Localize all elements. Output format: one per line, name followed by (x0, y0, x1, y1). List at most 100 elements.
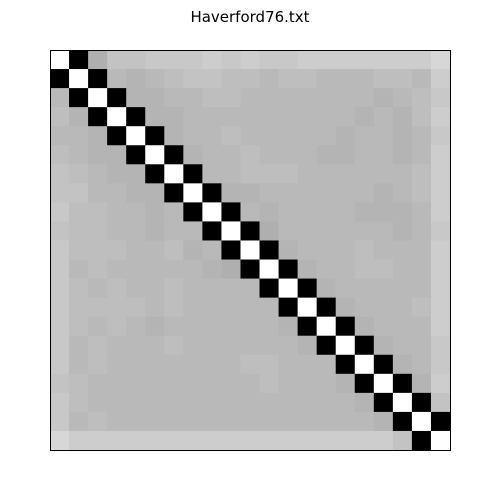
heatmap-cell-r10-c5 (145, 240, 165, 260)
heatmap-cell-r7-c15 (335, 183, 356, 203)
heatmap-cell-r12-c19 (411, 278, 432, 299)
heatmap-cell-r9-c19 (411, 221, 432, 241)
heatmap-cell-r4-c16 (354, 126, 375, 146)
heatmap-cell-r10-c14 (316, 240, 337, 260)
heatmap-cell-r10-c3 (107, 240, 127, 260)
heatmap-cell-r16-c9 (221, 354, 241, 375)
heatmap-cell-r20-c18 (392, 430, 413, 451)
heatmap-cell-r15-c19 (411, 335, 432, 356)
heatmap-cell-r4-c3 (107, 126, 127, 146)
heatmap-cell-r14-c2 (88, 316, 108, 337)
heatmap-cell-r2-c13 (297, 88, 318, 108)
heatmap-cell-r12-c17 (373, 278, 394, 299)
heatmap-cell-r9-c12 (278, 221, 299, 241)
heatmap-cell-r13-c9 (221, 297, 241, 318)
heatmap-cell-r13-c17 (373, 297, 394, 318)
heatmap-cell-r19-c3 (107, 411, 127, 432)
heatmap-cell-r0-c1 (69, 50, 89, 70)
heatmap-cell-r6-c9 (221, 164, 241, 184)
heatmap-cell-r11-c1 (69, 259, 89, 279)
heatmap-cell-r10-c11 (259, 240, 279, 260)
heatmap-cell-r3-c18 (392, 107, 413, 127)
heatmap-cell-r19-c18 (392, 411, 413, 432)
heatmap-cell-r18-c13 (297, 392, 318, 413)
heatmap-cell-r6-c10 (240, 164, 260, 184)
heatmap-cell-r4-c11 (259, 126, 279, 146)
heatmap-cell-r10-c0 (50, 240, 70, 260)
heatmap-cell-r8-c8 (202, 202, 222, 222)
heatmap-cell-r12-c5 (145, 278, 165, 299)
heatmap-cell-r2-c9 (221, 88, 241, 108)
heatmap-cell-r11-c14 (316, 259, 337, 279)
heatmap-cell-r2-c17 (373, 88, 394, 108)
heatmap-cell-r5-c9 (221, 145, 241, 165)
heatmap-cell-r10-c1 (69, 240, 89, 260)
heatmap-cell-r0-c6 (164, 50, 184, 70)
heatmap-cell-r18-c3 (107, 392, 127, 413)
heatmap-cell-r9-c18 (392, 221, 413, 241)
heatmap-cell-r11-c8 (202, 259, 222, 279)
heatmap-cell-r20-c0 (50, 430, 70, 451)
heatmap-cell-r7-c0 (50, 183, 70, 203)
heatmap-cell-r5-c10 (240, 145, 260, 165)
heatmap-cell-r16-c2 (88, 354, 108, 375)
heatmap-cell-r8-c11 (259, 202, 279, 222)
heatmap-cell-r3-c19 (411, 107, 432, 127)
heatmap-cell-r10-c7 (183, 240, 203, 260)
heatmap-cell-r15-c7 (183, 335, 203, 356)
heatmap-cell-r15-c20 (430, 335, 451, 356)
heatmap-cell-r8-c4 (126, 202, 146, 222)
heatmap-cell-r20-c8 (202, 430, 222, 451)
heatmap-cell-r13-c1 (69, 297, 89, 318)
heatmap-cell-r9-c2 (88, 221, 108, 241)
heatmap-cell-r1-c18 (392, 69, 413, 89)
heatmap-cell-r12-c7 (183, 278, 203, 299)
heatmap-cell-r4-c2 (88, 126, 108, 146)
heatmap-cell-r16-c0 (50, 354, 70, 375)
heatmap-cell-r20-c13 (297, 430, 318, 451)
heatmap-cell-r17-c3 (107, 373, 127, 394)
heatmap-cell-r3-c6 (164, 107, 184, 127)
heatmap-cell-r8-c3 (107, 202, 127, 222)
heatmap-cell-r7-c6 (164, 183, 184, 203)
heatmap-cell-r2-c5 (145, 88, 165, 108)
heatmap-cell-r19-c15 (335, 411, 356, 432)
heatmap-cell-r8-c9 (221, 202, 241, 222)
heatmap-cell-r9-c10 (240, 221, 260, 241)
heatmap-cell-r17-c1 (69, 373, 89, 394)
heatmap-cell-r10-c4 (126, 240, 146, 260)
heatmap-cell-r18-c5 (145, 392, 165, 413)
heatmap-cell-r1-c13 (297, 69, 318, 89)
heatmap-cell-r2-c14 (316, 88, 337, 108)
heatmap-cell-r13-c8 (202, 297, 222, 318)
heatmap-cell-r7-c14 (316, 183, 337, 203)
heatmap-cell-r13-c5 (145, 297, 165, 318)
heatmap-cell-r20-c1 (69, 430, 89, 451)
heatmap-cell-r4-c4 (126, 126, 146, 146)
heatmap-cell-r2-c3 (107, 88, 127, 108)
heatmap-cell-r15-c11 (259, 335, 279, 356)
heatmap-cell-r5-c5 (145, 145, 165, 165)
heatmap-cell-r17-c19 (411, 373, 432, 394)
heatmap-cell-r5-c17 (373, 145, 394, 165)
heatmap-cell-r18-c17 (373, 392, 394, 413)
heatmap-cell-r5-c1 (69, 145, 89, 165)
plot-frame (50, 50, 451, 451)
heatmap-cell-r7-c7 (183, 183, 203, 203)
heatmap-cell-r12-c2 (88, 278, 108, 299)
heatmap-cell-r3-c20 (430, 107, 451, 127)
heatmap-cell-r15-c2 (88, 335, 108, 356)
heatmap-cell-r7-c12 (278, 183, 299, 203)
heatmap-cell-r13-c18 (392, 297, 413, 318)
heatmap-cell-r3-c0 (50, 107, 70, 127)
heatmap-cell-r1-c14 (316, 69, 337, 89)
heatmap-cell-r11-c2 (88, 259, 108, 279)
heatmap-cell-r7-c4 (126, 183, 146, 203)
heatmap-cell-r19-c16 (354, 411, 375, 432)
heatmap-cell-r3-c15 (335, 107, 356, 127)
heatmap-cell-r14-c4 (126, 316, 146, 337)
heatmap-cell-r13-c7 (183, 297, 203, 318)
heatmap-cell-r3-c12 (278, 107, 299, 127)
heatmap-cell-r0-c17 (373, 50, 394, 70)
heatmap-cell-r1-c2 (88, 69, 108, 89)
